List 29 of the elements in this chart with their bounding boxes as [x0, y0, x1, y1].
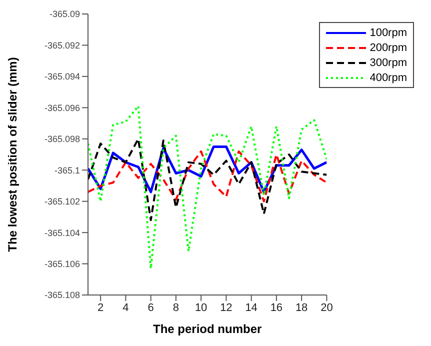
x-tick-label: 16	[270, 302, 283, 314]
x-tick-label: 8	[172, 302, 180, 314]
y-tick-label: -365.098	[44, 134, 80, 144]
y-axis-title: The lowest position of slider (mm)	[5, 57, 20, 252]
legend-label: 400rpm	[370, 72, 407, 84]
x-axis-title: The period number	[153, 322, 262, 336]
x-tick-label: 20	[320, 302, 333, 314]
y-tick-label: -365.102	[44, 196, 80, 207]
line-series	[88, 138, 327, 222]
y-tick-label: -365.09	[49, 9, 80, 20]
y-tick-label: -365.104	[44, 228, 80, 238]
line-series	[88, 105, 327, 270]
y-tick-label: -365.1	[54, 165, 80, 176]
y-tick-label: -365.092	[44, 40, 80, 50]
y-tick-label: -365.094	[44, 72, 80, 82]
line-series	[88, 150, 327, 202]
y-tick-label: -365.108	[44, 290, 80, 300]
x-tick-label: 4	[122, 302, 129, 314]
legend-label: 100rpm	[370, 26, 407, 38]
x-tick-label: 18	[295, 302, 308, 314]
y-tick-label: -365.106	[44, 258, 80, 269]
x-tick-label: 6	[148, 302, 154, 314]
legend-label: 300rpm	[370, 56, 407, 68]
y-tick-label: -365.096	[44, 102, 80, 113]
x-tick-label: 12	[220, 302, 232, 314]
legend-label: 200rpm	[370, 42, 407, 54]
x-tick-label: 10	[194, 302, 208, 314]
x-tick-label: 14	[245, 302, 258, 314]
x-tick-label: 2	[98, 302, 104, 314]
